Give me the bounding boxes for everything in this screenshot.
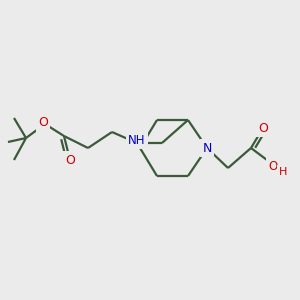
Text: O: O — [38, 116, 48, 130]
Text: O: O — [258, 122, 268, 134]
Text: H: H — [279, 167, 287, 177]
Text: NH: NH — [128, 134, 146, 146]
Text: O: O — [65, 154, 75, 166]
Text: O: O — [268, 160, 278, 172]
Text: N: N — [202, 142, 212, 154]
